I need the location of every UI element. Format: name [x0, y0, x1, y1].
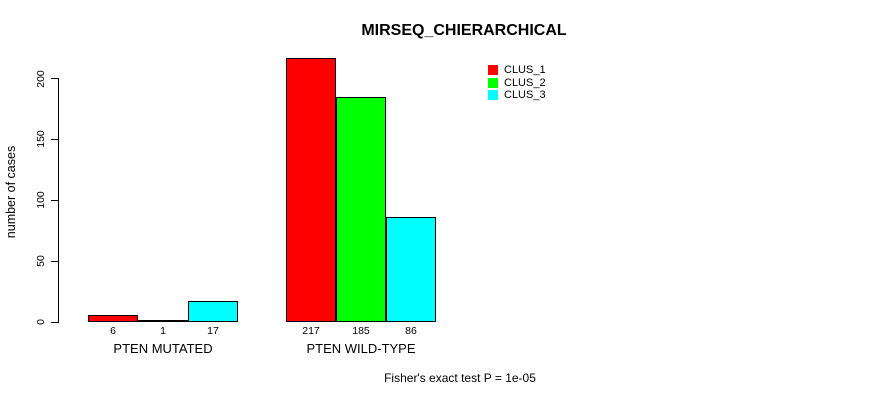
annotation-text: Fisher's exact test P = 1e-05	[384, 371, 536, 385]
y-tick-mark	[51, 78, 58, 79]
legend-item: CLUS_3	[488, 89, 546, 102]
bar-clus_1-pten-mutated	[88, 315, 138, 322]
legend: CLUS_1 CLUS_2 CLUS_3	[488, 64, 546, 102]
y-tick-mark	[51, 138, 58, 140]
bar-value-label: 185	[352, 325, 370, 337]
bar-clus_1-pten-wild-type	[286, 58, 336, 322]
bar-clus_3-pten-wild-type	[386, 217, 436, 322]
bar-value-label: 6	[110, 325, 116, 337]
legend-item: CLUS_2	[488, 77, 546, 90]
legend-item: CLUS_1	[488, 64, 546, 77]
chart-title: MIRSEQ_CHIERARCHICAL	[361, 22, 567, 39]
y-axis-label: number of cases	[4, 145, 18, 239]
y-tick-label: 150	[35, 130, 47, 149]
bar-clus_2-pten-mutated	[138, 320, 188, 322]
bar-value-label: 217	[302, 325, 320, 337]
y-axis-line	[58, 78, 59, 323]
bar-value-label: 1	[160, 325, 166, 337]
y-tick-label: 200	[35, 69, 47, 88]
y-tick-mark	[51, 321, 58, 323]
legend-label: CLUS_2	[504, 76, 546, 89]
bar-clus_3-pten-mutated	[188, 301, 238, 322]
group-label-pten-mutated: PTEN MUTATED	[113, 341, 213, 356]
legend-label: CLUS_3	[504, 89, 546, 102]
y-tick-mark	[51, 260, 58, 262]
bar-value-label: 17	[207, 325, 219, 337]
y-tick-label: 50	[35, 255, 47, 267]
legend-label: CLUS_1	[504, 64, 546, 77]
y-tick-label: 0	[35, 319, 47, 325]
legend-swatch-clus_2	[488, 77, 498, 88]
bar-value-label: 86	[405, 325, 417, 337]
y-tick-label: 100	[35, 191, 47, 210]
group-label-pten-wild-type: PTEN WILD-TYPE	[306, 341, 416, 356]
legend-swatch-clus_3	[488, 90, 498, 101]
bar-clus_2-pten-wild-type	[336, 97, 386, 322]
y-tick-mark	[51, 199, 58, 201]
legend-swatch-clus_1	[488, 65, 498, 76]
